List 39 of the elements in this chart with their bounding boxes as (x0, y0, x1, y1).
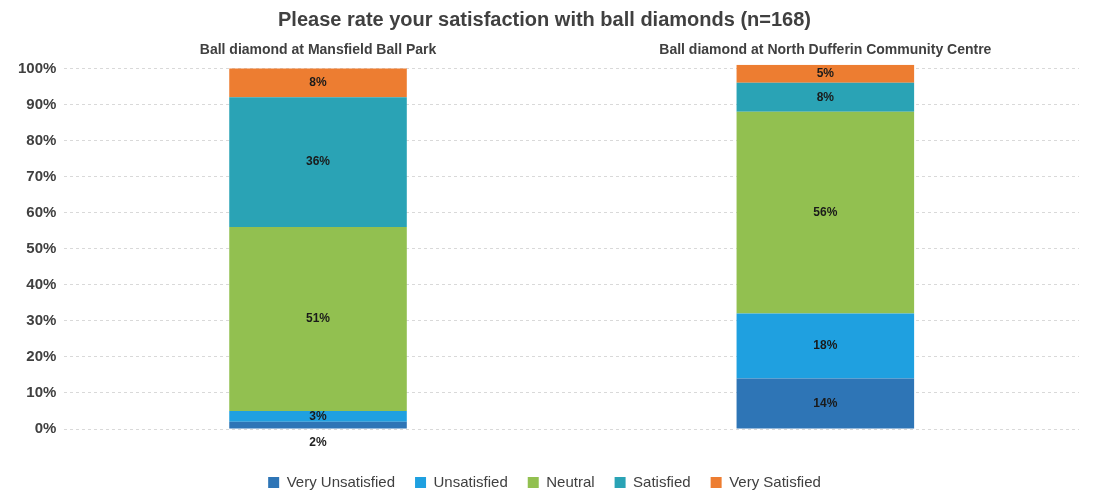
bar (229, 421, 407, 429)
data-label: 18% (813, 338, 838, 353)
x-tick-label: Ball diamond at Mansfield Ball Park (199, 41, 437, 58)
bar (229, 68, 407, 98)
data-label: 5% (816, 66, 835, 81)
bar (229, 227, 407, 411)
y-tick-label: 70% (26, 166, 57, 184)
bar (229, 410, 407, 422)
data-label: 8% (309, 75, 328, 90)
y-tick-label: 10% (26, 383, 57, 401)
data-label: 8% (816, 89, 835, 104)
data-label: 36% (306, 154, 331, 169)
legend-label: Unsatisfied (433, 472, 508, 490)
data-label: 3% (309, 408, 328, 423)
y-tick-label: 100% (17, 58, 57, 76)
legend-label: Neutral (546, 472, 595, 490)
data-label: 51% (306, 311, 331, 326)
data-label: 56% (813, 204, 838, 219)
data-label: 2% (309, 435, 328, 450)
bar (229, 97, 407, 228)
chart-title: Please rate your satisfaction with ball diamonds (n=168) (278, 7, 811, 30)
bar (736, 82, 915, 112)
y-tick-label: 60% (26, 202, 57, 220)
legend-label: Satisfied (633, 472, 691, 490)
y-tick-label: 40% (26, 274, 57, 292)
y-tick-label: 90% (26, 94, 57, 112)
y-tick-label: 50% (26, 238, 57, 256)
legend-label: Very Unsatisfied (286, 472, 396, 490)
legend-label: Very Satisfied (729, 472, 821, 490)
y-tick-label: 20% (26, 347, 57, 365)
bar (736, 378, 915, 429)
x-tick-label: Ball diamond at North Dufferin Community Centre (659, 41, 992, 58)
bar (736, 111, 915, 314)
data-label: 14% (813, 395, 838, 410)
bar (736, 313, 915, 379)
y-tick-label: 80% (26, 130, 57, 148)
bar (736, 64, 915, 83)
y-tick-label: 0% (34, 419, 57, 437)
y-tick-label: 30% (26, 310, 57, 328)
